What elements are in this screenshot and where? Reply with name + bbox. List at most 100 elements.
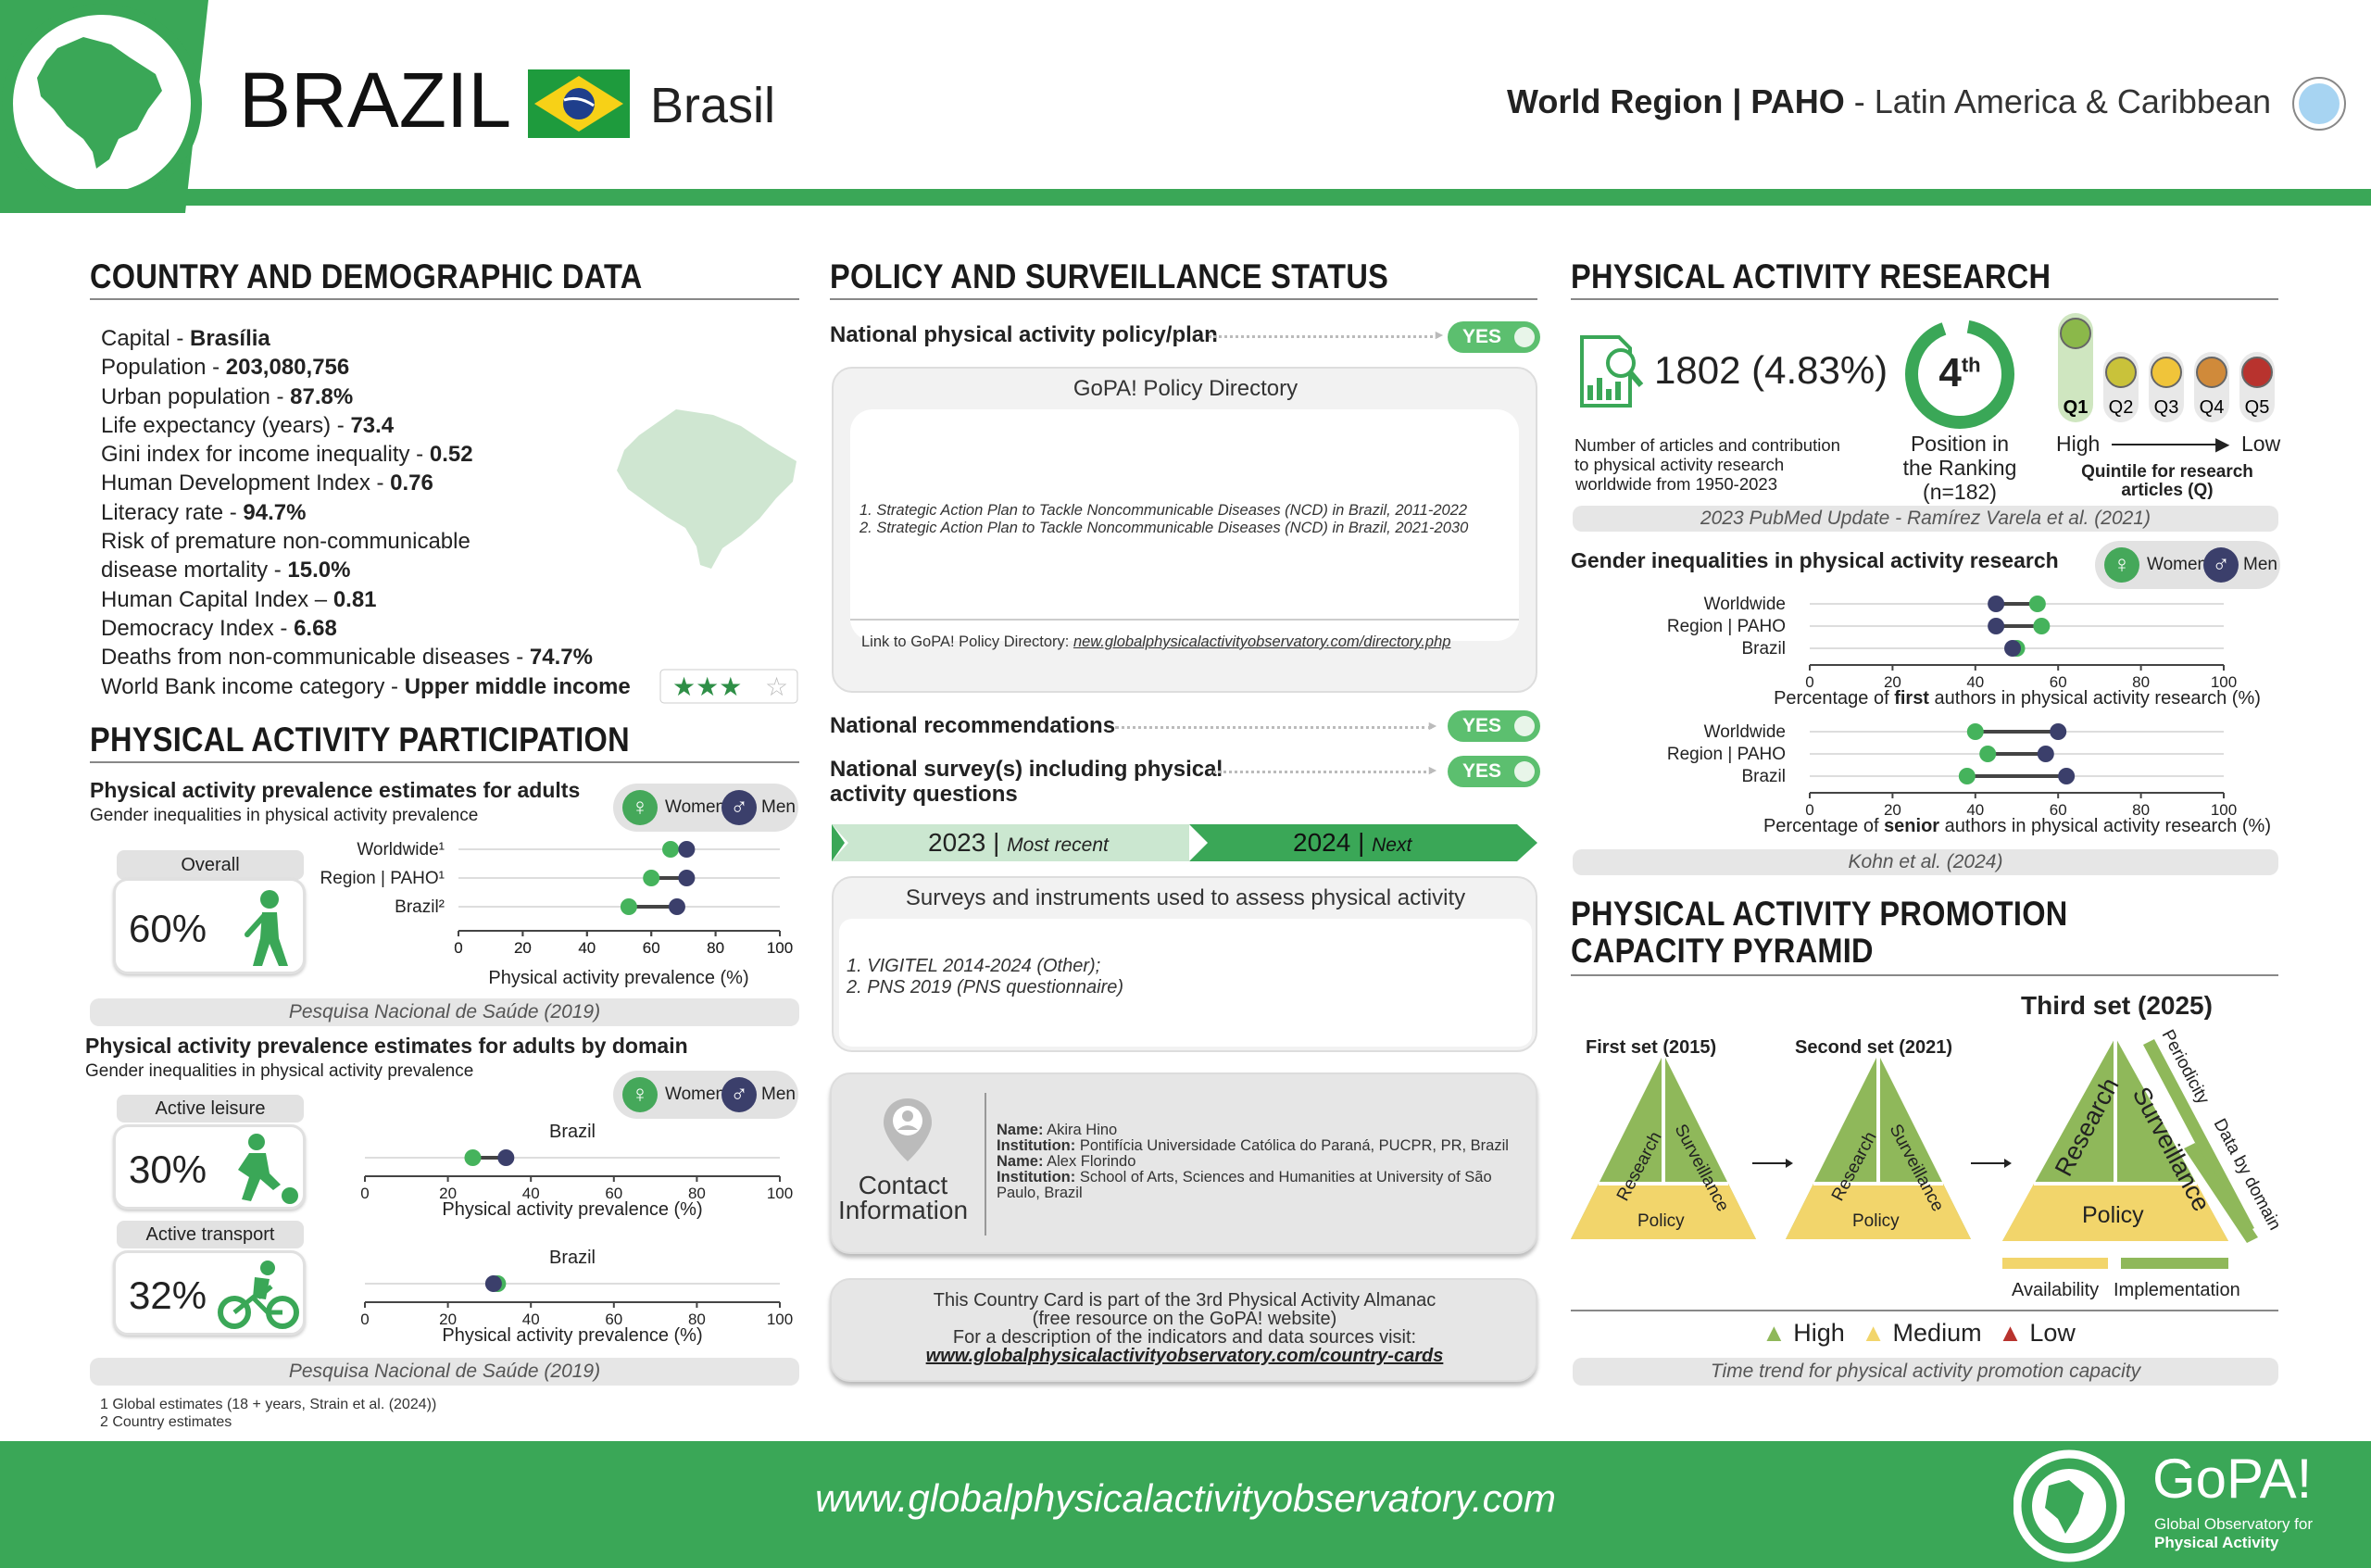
quintile-dot xyxy=(2196,357,2227,388)
quintile-label: Q4 xyxy=(2200,397,2225,418)
men-icon: ♂ xyxy=(2203,547,2239,583)
tick-label: 80 xyxy=(707,939,724,957)
footer: www.globalphysicalactivityobservatory.co… xyxy=(0,1441,2371,1568)
x-axis-label: Physical activity prevalence (%) xyxy=(488,968,748,988)
demographics-list: Capital - Brasília Population - 203,080,7… xyxy=(101,324,631,701)
women-point xyxy=(1966,723,1984,740)
category-label: Worldwide xyxy=(1704,722,1786,742)
men-icon: ♂ xyxy=(721,790,757,825)
quintile-dot xyxy=(2105,357,2137,388)
article-description: Number of articles and contribution to ph… xyxy=(1574,435,1840,494)
men-point xyxy=(678,841,696,858)
world-region: World Region | PAHO - Latin America & Ca… xyxy=(1507,82,2271,120)
contact-row: Institution: Pontifícia Universidade Cat… xyxy=(997,1137,1509,1154)
tick-label: 0 xyxy=(360,1185,369,1202)
survey-label: National survey(s) including physical xyxy=(830,757,1223,782)
participation-subtitle: Physical activity prevalence estimates f… xyxy=(90,778,581,802)
policy-item: 2. Strategic Action Plan to Tackle Nonco… xyxy=(859,520,1469,536)
quintile-dot xyxy=(2241,357,2273,388)
demographic-row: World Bank income category - Upper middl… xyxy=(101,673,631,699)
women-point xyxy=(464,1149,482,1166)
third-set-label: Third set (2025) xyxy=(2021,991,2213,1020)
x-axis-label: Physical activity prevalence (%) xyxy=(442,1199,702,1220)
women-icon: ♀ xyxy=(622,1077,658,1112)
demographic-row: Literacy rate - 94.7% xyxy=(101,499,307,525)
svg-text:Policy: Policy xyxy=(1852,1211,1900,1231)
quintile-low-label: Low xyxy=(2241,432,2281,456)
arrow-icon: ► xyxy=(1433,327,1446,342)
tick-label: 40 xyxy=(1966,673,1984,691)
second-set-label: Second set (2021) xyxy=(1795,1037,1953,1058)
tick-label: 60 xyxy=(643,939,660,957)
quintile-label: Q3 xyxy=(2154,397,2179,418)
leisure-value: 30% xyxy=(129,1148,207,1191)
surveys-title: Surveys and instruments used to assess p… xyxy=(905,885,1466,910)
almanac-card: This Country Card is part of the 3rd Phy… xyxy=(830,1278,1537,1382)
income-stars: ★★★ ☆ xyxy=(659,669,798,704)
quintile-indicator: Q1 Q2 Q3 Q4 Q5 xyxy=(2058,313,2275,422)
surveys-card: Surveys and instruments used to assess p… xyxy=(832,876,1537,1052)
tick-label: 0 xyxy=(1805,673,1813,691)
medium-triangle-icon: ▲ xyxy=(1861,1319,1887,1347)
source-note: Pesquisa Nacional de Saúde (2019) xyxy=(90,1358,799,1386)
gopa-globe-icon xyxy=(2013,1449,2125,1562)
quintile-description: Quintile for research articles (Q) xyxy=(2081,462,2253,500)
category-label: Worldwide¹ xyxy=(357,840,445,859)
tick-label: 20 xyxy=(1884,673,1901,691)
leisure-label: Active leisure xyxy=(117,1095,304,1123)
tick-label: 60 xyxy=(605,1311,622,1328)
tick-label: 40 xyxy=(578,939,596,957)
brazil-map-icon xyxy=(37,37,162,169)
men-point xyxy=(1988,618,2005,634)
dotted-leader xyxy=(1115,726,1432,729)
first-authors-chart: Worldwide Region | PAHO Brazil 0 20 40 60 80 100… xyxy=(1667,595,2261,709)
research-title: PHYSICAL ACTIVITY RESEARCH xyxy=(1571,257,2051,295)
tick-label: 60 xyxy=(2050,801,2067,819)
tick-label: 20 xyxy=(439,1185,457,1202)
demographic-row: Deaths from non-communicable diseases - … xyxy=(101,645,593,671)
men-point xyxy=(2050,723,2067,740)
recommendations-label: National recommendations xyxy=(830,713,1116,738)
survey-label: activity questions xyxy=(830,782,1018,807)
pyramid-third-set xyxy=(2002,1037,2258,1269)
directory-link-row: Link to GoPA! Policy Directory: new.glob… xyxy=(861,633,1451,650)
x-axis-label: Percentage of senior authors in physical… xyxy=(1763,816,2271,836)
domain-description: Gender inequalities in physical activity… xyxy=(85,1061,474,1081)
directory-link[interactable]: new.globalphysicalactivityobservatory.co… xyxy=(1073,633,1451,650)
demographic-row: Population - 203,080,756 xyxy=(101,355,350,381)
contact-row: Name: Alex Florindo xyxy=(997,1153,1136,1170)
gender-legend: ♀ Women ♂ Men xyxy=(2095,541,2280,589)
divider xyxy=(90,298,799,300)
tick-label: 20 xyxy=(514,939,532,957)
tick-label: 40 xyxy=(522,1185,540,1202)
overall-box: 60% xyxy=(113,878,306,974)
women-point xyxy=(643,870,660,886)
category-label: Region | PAHO xyxy=(1667,745,1786,764)
tick-label: 80 xyxy=(688,1185,706,1202)
tick-label: 60 xyxy=(643,939,660,957)
source-note: Time trend for physical activity promoti… xyxy=(1573,1358,2278,1386)
women-point xyxy=(620,898,637,915)
senior-authors-chart: Worldwide Region | PAHO Brazil 0 20 40 60 80 100… xyxy=(1667,722,2271,836)
footer-url-link[interactable]: www.globalphysicalactivityobservatory.co… xyxy=(815,1476,1556,1520)
tick-label: 100 xyxy=(767,939,793,957)
availability-label: Availability xyxy=(2012,1280,2100,1300)
women-point xyxy=(2033,618,2051,634)
demographic-row: Human Development Index - 0.76 xyxy=(101,470,433,496)
pyramid-title: PHYSICAL ACTIVITY PROMOTION xyxy=(1571,895,2068,933)
survey-status-badge: YES xyxy=(1448,756,1540,787)
demographic-row: Risk of premature non-communicable xyxy=(101,529,470,555)
demographic-row: Gini index for income inequality - 0.52 xyxy=(101,442,473,468)
country-cards-link[interactable]: www.globalphysicalactivityobservatory.co… xyxy=(925,1346,1444,1366)
quintile-label: Q1 xyxy=(2064,397,2089,418)
demographic-row: Capital - Brasília xyxy=(101,326,270,351)
x-axis-label: Percentage of first authors in physical … xyxy=(1774,688,2261,709)
participation-description: Gender inequalities in physical activity… xyxy=(90,806,479,825)
men-point xyxy=(2058,768,2076,784)
policy-list: 1. Strategic Action Plan to Tackle Nonco… xyxy=(859,502,1468,537)
rank-description: Position in the Ranking (n=182) xyxy=(1902,432,2017,504)
women-point xyxy=(2028,596,2046,612)
gopa-logo-text: GoPA! xyxy=(2152,1448,2313,1510)
demographic-row: disease mortality - 15.0% xyxy=(101,558,351,583)
tick-label: 100 xyxy=(2211,801,2237,819)
